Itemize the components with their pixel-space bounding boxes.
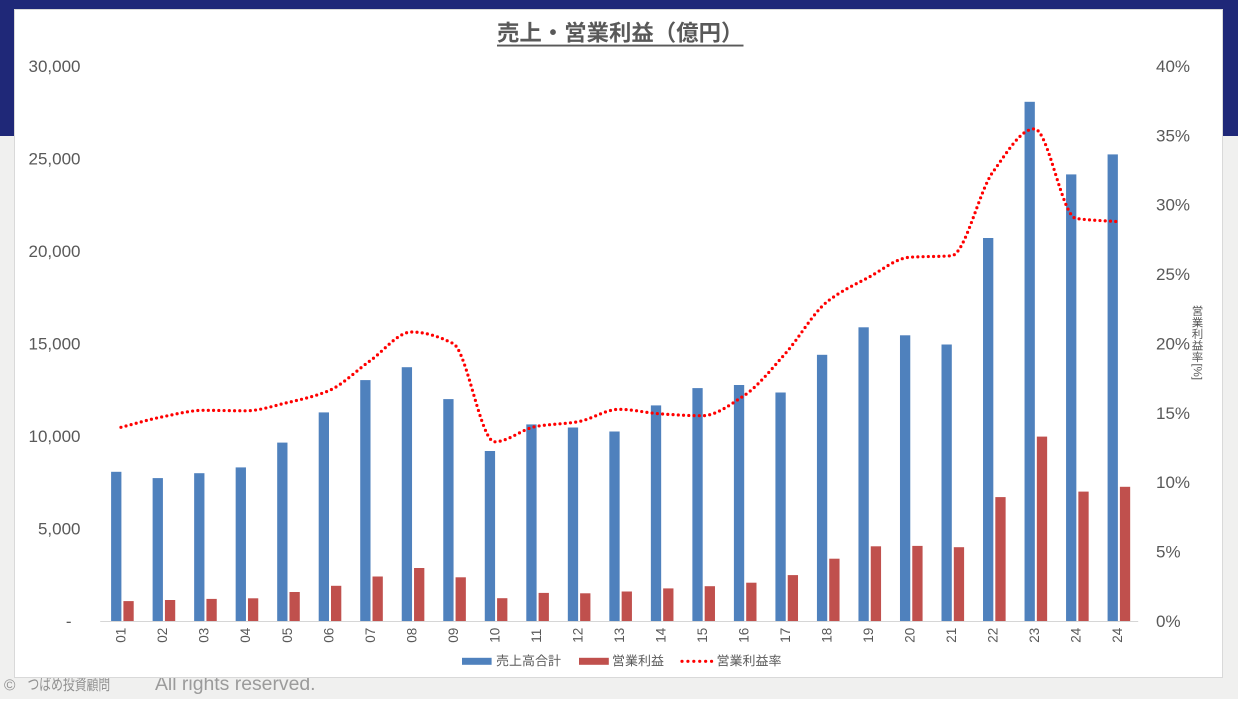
svg-text:5%: 5% — [1156, 543, 1181, 562]
svg-text:-: - — [66, 612, 72, 631]
svg-text:10,000: 10,000 — [29, 427, 81, 446]
svg-text:04: 04 — [238, 627, 253, 643]
svg-text:22: 22 — [986, 628, 1001, 643]
svg-text:07: 07 — [363, 628, 378, 643]
svg-text:15: 15 — [695, 628, 710, 643]
svg-text:23: 23 — [1027, 628, 1042, 643]
svg-text:25%: 25% — [1156, 265, 1190, 284]
svg-text:06: 06 — [321, 628, 336, 643]
svg-text:11: 11 — [529, 629, 544, 643]
svg-text:10%: 10% — [1156, 473, 1190, 492]
svg-text:12: 12 — [570, 628, 585, 643]
svg-text:19: 19 — [861, 628, 876, 643]
svg-text:25,000: 25,000 — [29, 149, 81, 168]
svg-text:30,000: 30,000 — [29, 57, 81, 76]
svg-text:24: 24 — [1110, 627, 1125, 643]
svg-text:18: 18 — [820, 628, 835, 643]
svg-text:01: 01 — [114, 628, 129, 643]
svg-text:21: 21 — [944, 628, 959, 643]
svg-text:08: 08 — [404, 628, 419, 643]
svg-text:24: 24 — [1069, 627, 1084, 643]
svg-text:20: 20 — [903, 628, 918, 643]
svg-text:14: 14 — [653, 627, 668, 643]
svg-text:02: 02 — [155, 628, 170, 643]
svg-text:03: 03 — [197, 628, 212, 643]
svg-text:5,000: 5,000 — [38, 520, 81, 539]
svg-text:15,000: 15,000 — [29, 334, 81, 353]
svg-text:09: 09 — [446, 628, 461, 643]
svg-text:35%: 35% — [1156, 126, 1190, 145]
svg-text:05: 05 — [280, 628, 295, 643]
svg-text:All rights reserved.: All rights reserved. — [155, 673, 316, 695]
svg-text:17: 17 — [778, 628, 793, 643]
svg-text:20%: 20% — [1156, 334, 1190, 353]
svg-text:10: 10 — [487, 628, 502, 643]
svg-text:0%: 0% — [1156, 612, 1181, 631]
svg-text:30%: 30% — [1156, 196, 1190, 215]
svg-text:20,000: 20,000 — [29, 242, 81, 261]
svg-text:15%: 15% — [1156, 404, 1190, 423]
svg-text:40%: 40% — [1156, 57, 1190, 76]
svg-text:16: 16 — [737, 628, 752, 643]
svg-text:13: 13 — [612, 628, 627, 643]
